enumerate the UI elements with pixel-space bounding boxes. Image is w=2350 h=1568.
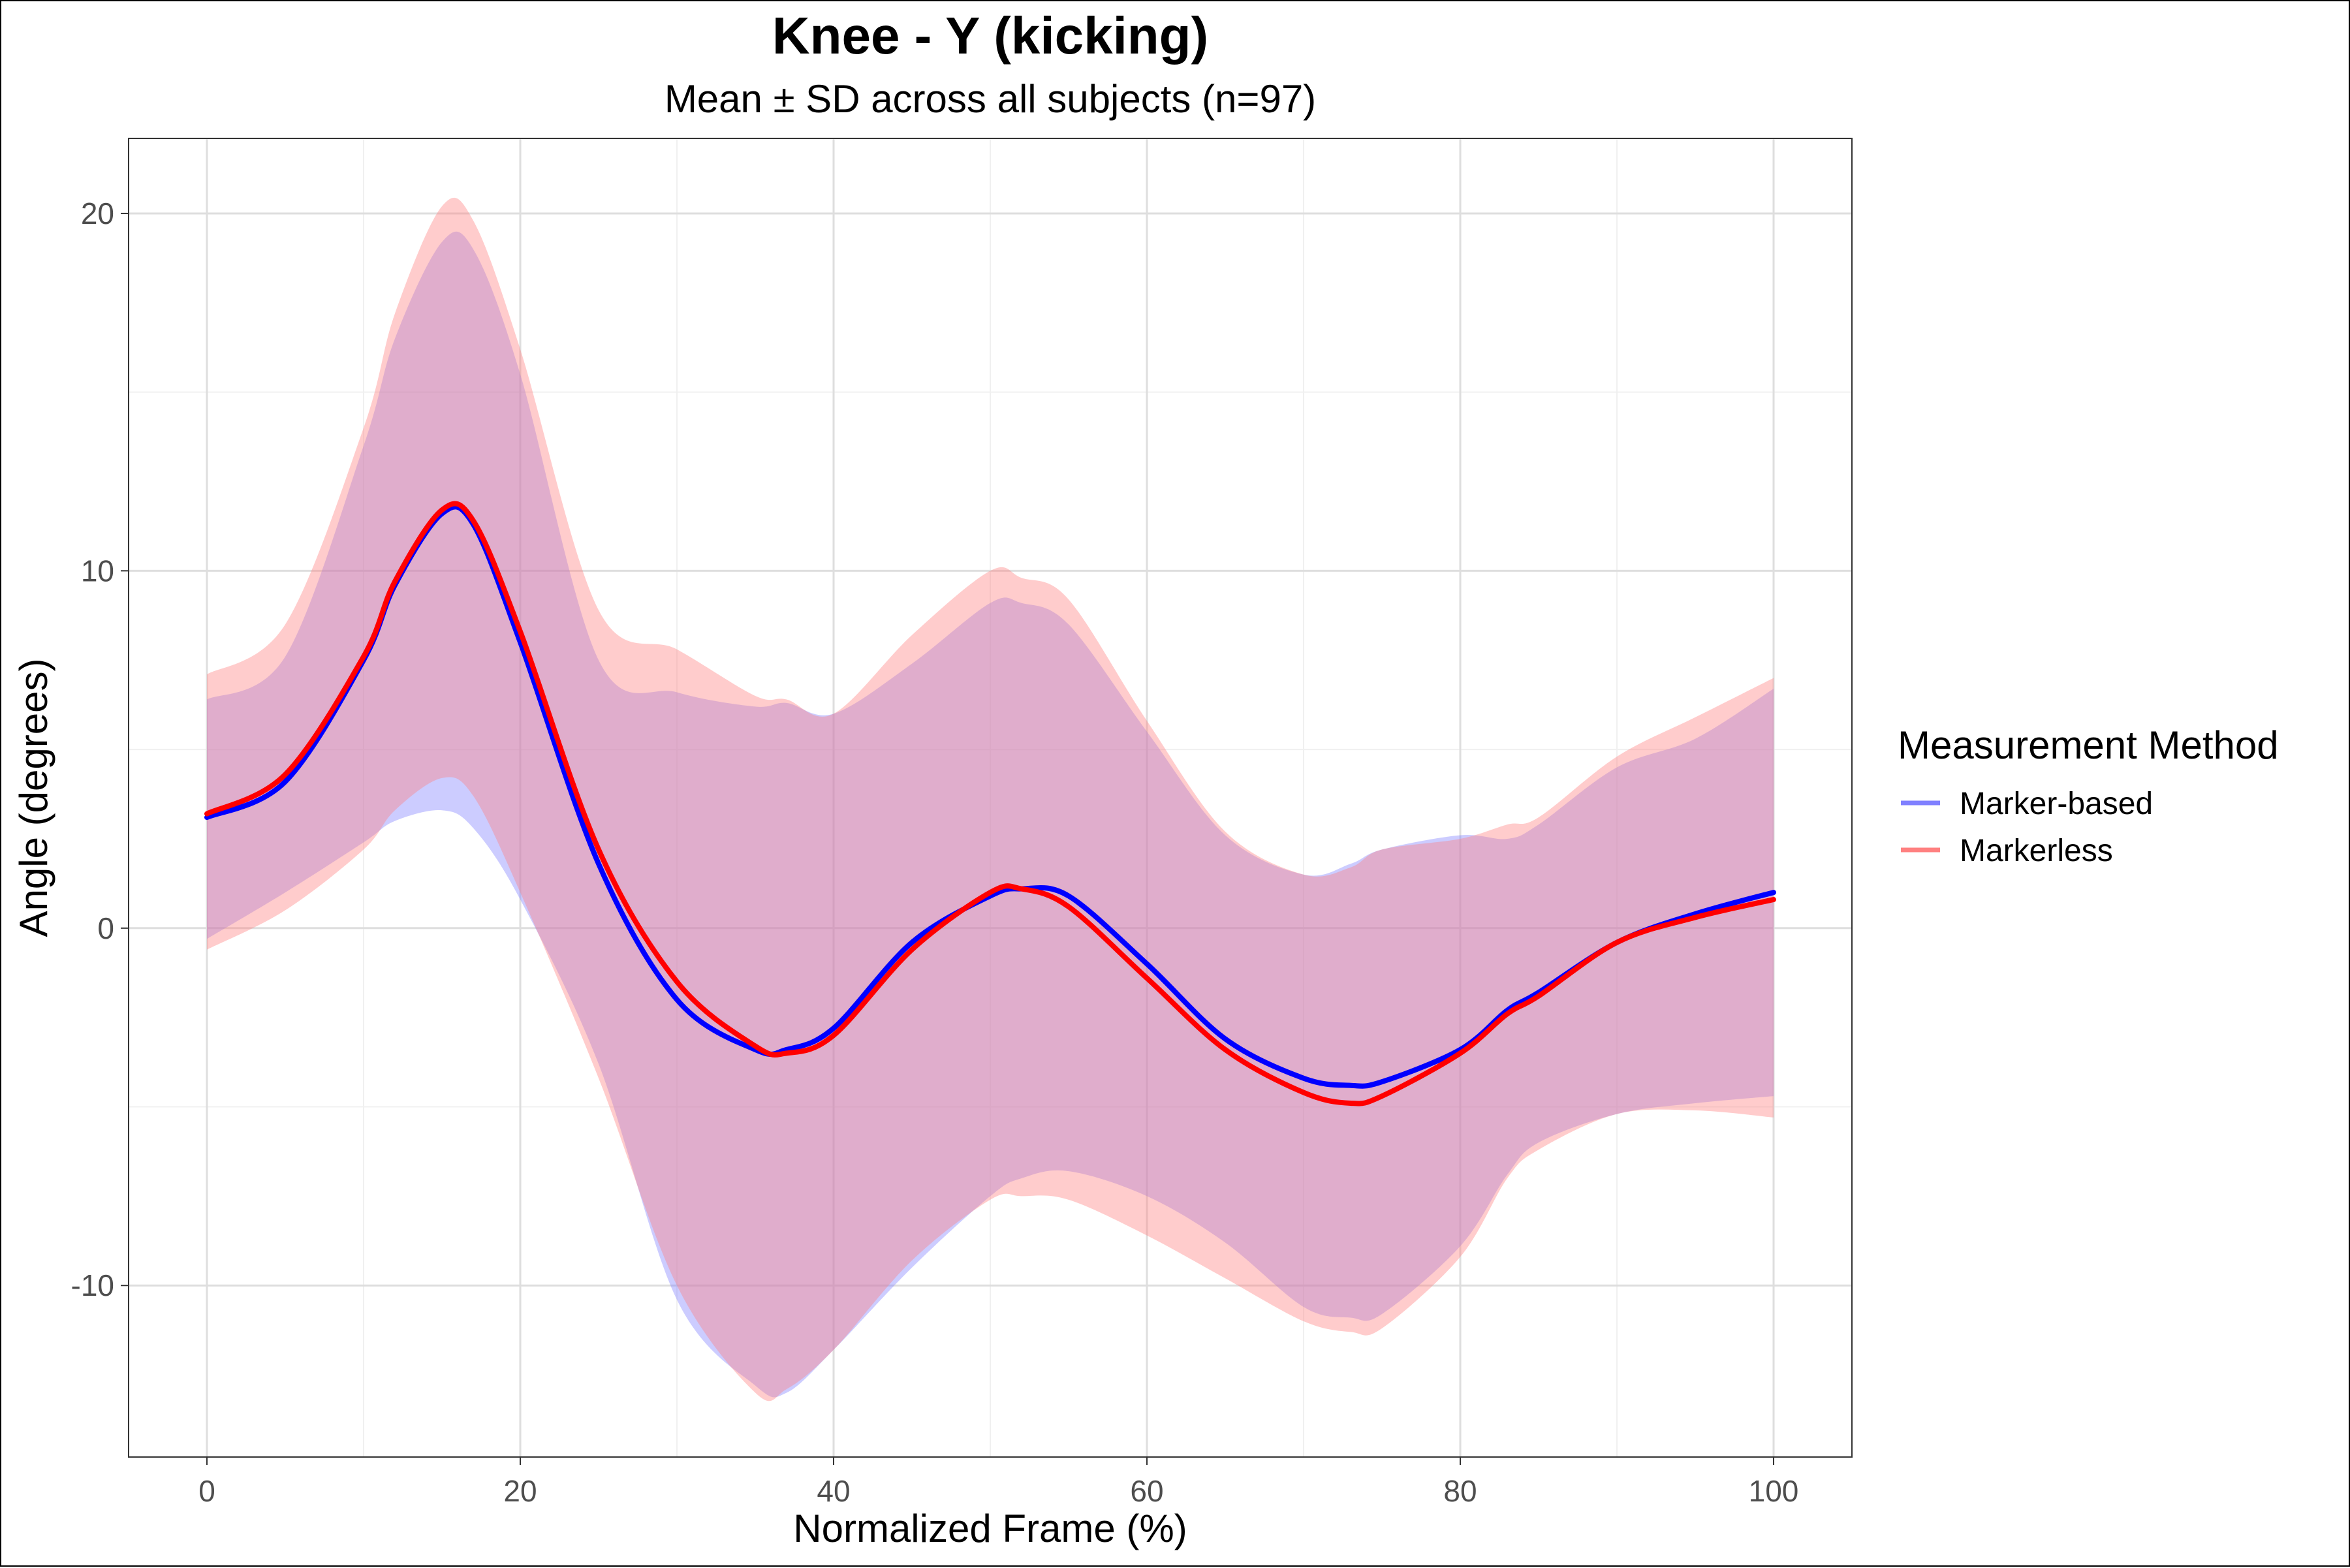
- plot-border: [128, 138, 1853, 1458]
- y-tick-label: 10: [81, 554, 114, 588]
- x-tick-label: 60: [1130, 1474, 1163, 1508]
- y-tick-label: 0: [97, 911, 114, 945]
- legend: Measurement Method Marker-based Markerle…: [1898, 723, 2279, 868]
- grid-minor: [129, 138, 1852, 1457]
- x-tick-label: 20: [503, 1474, 537, 1508]
- mean-lines: [204, 501, 1776, 1106]
- sd-band-markerless: [207, 197, 1774, 1402]
- mean-line-markerless: [204, 501, 1776, 1106]
- x-tick-label: 40: [817, 1474, 850, 1508]
- legend-label-markerless: Markerless: [1960, 834, 2113, 868]
- sd-band-marker-based: [207, 231, 1774, 1398]
- legend-title: Measurement Method: [1898, 723, 2279, 767]
- y-tick-label: -10: [71, 1268, 114, 1302]
- x-tick-label: 80: [1443, 1474, 1477, 1508]
- y-axis-title: Angle (degrees): [12, 659, 55, 937]
- y-tick-label: 20: [81, 196, 114, 230]
- grid-major: [129, 138, 1852, 1457]
- legend-label-marker-based: Marker-based: [1960, 787, 2153, 821]
- x-tick-label: 100: [1749, 1474, 1799, 1508]
- x-axis-title: Normalized Frame (%): [793, 1507, 1187, 1550]
- x-tick-label: 0: [198, 1474, 215, 1508]
- chart-subtitle: Mean ± SD across all subjects (n=97): [665, 77, 1316, 121]
- chart-title: Knee - Y (kicking): [772, 7, 1208, 65]
- y-axis-ticks: 20 10 0 -10: [71, 196, 129, 1302]
- sd-bands: [207, 197, 1774, 1402]
- x-axis-ticks: 0 20 40 60 80 100: [198, 1457, 1798, 1508]
